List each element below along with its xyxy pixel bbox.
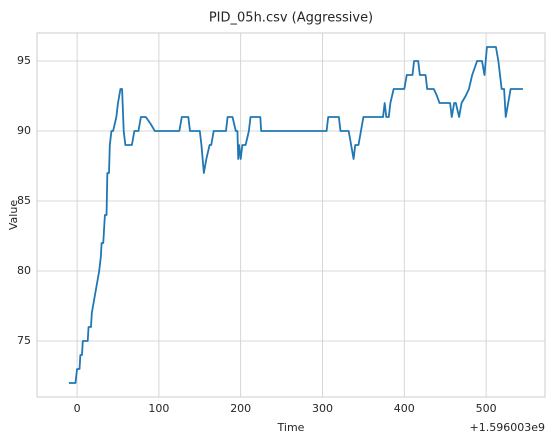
y-tick-label: 75 (17, 334, 31, 347)
data-line (68, 46, 523, 384)
y-tick-label: 85 (17, 194, 31, 207)
y-axis-label: Value (7, 200, 20, 230)
chart-title: PID_05h.csv (Aggressive) (209, 11, 373, 26)
y-tick-label: 95 (17, 54, 31, 67)
x-tick-label: 400 (394, 402, 415, 415)
x-tick-label: 500 (476, 402, 497, 415)
x-tick-label: 0 (74, 402, 81, 415)
y-tick-label: 80 (17, 264, 31, 277)
x-tick-label: 300 (312, 402, 333, 415)
x-axis-label: Time (277, 421, 305, 434)
x-tick-label: 200 (230, 402, 251, 415)
x-offset-label: +1.596003e9 (470, 421, 545, 434)
x-tick-label: 100 (148, 402, 169, 415)
y-tick-label: 90 (17, 124, 31, 137)
